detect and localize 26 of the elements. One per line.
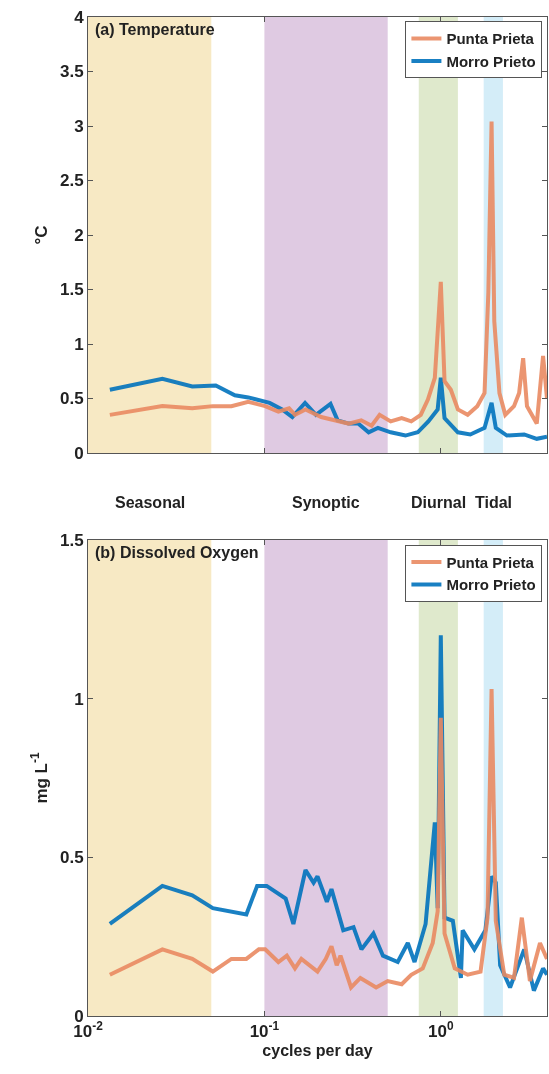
y-tick-label: 0 [74,443,84,463]
y-tick-label: 0.5 [59,389,84,409]
x-tick-label: 10$^{0}$ [428,1019,454,1042]
band-label: Diurnal [411,494,467,511]
y-tick-label: 1 [74,334,84,354]
legend-label: Morro Prieto [446,52,536,70]
y-tick-label: 1.5 [59,530,84,550]
legend-label: Punta Prieta [446,553,535,571]
band-label: Seasonal [115,494,186,511]
y-tick-label: 3.5 [59,62,84,82]
y-tick-label: 2.5 [59,171,84,191]
y-tick-label: 1.5 [59,280,84,300]
band-label: Synoptic [292,494,360,511]
legend-label: Punta Prieta [446,30,535,48]
y-tick-label: 2 [74,225,84,245]
y-axis-title: °C [31,225,51,245]
band-label: Tidal [475,494,513,511]
x-axis-title: cycles per day [262,1042,373,1060]
y-tick-label: 3 [74,116,84,136]
y-tick-label: 4 [74,7,85,27]
y-tick-label: 0.5 [59,848,84,868]
x-tick-label: 10$^{-1}$ [249,1019,280,1042]
chart-title: (a) Temperature [95,21,215,38]
chart-title: (b) Dissolved Oxygen [95,544,259,561]
y-tick-label: 1 [74,689,84,709]
legend-label: Morro Prieto [446,576,536,594]
